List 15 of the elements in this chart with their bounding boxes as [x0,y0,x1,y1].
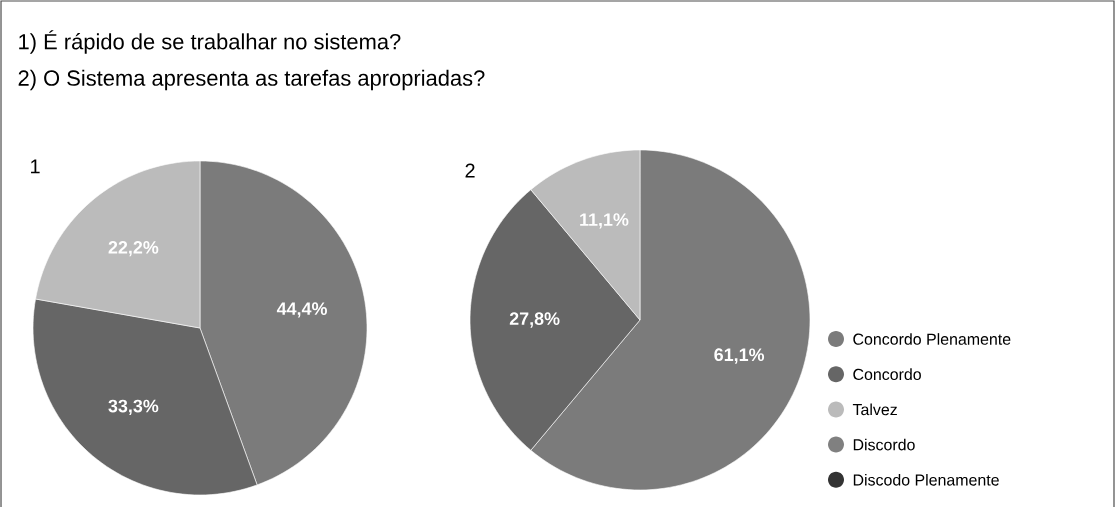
data-label: 44,4% [276,302,327,318]
text: 2) O Sistema apresenta as tarefas apropriadas? [18,69,485,91]
text: 1) É rápido de se trabalhar no sistema? [19,30,401,54]
data-label: 22,2% [108,241,159,257]
legend-label: Discodo Plenamente [853,473,999,486]
text: 2 [465,163,475,178]
legend-label: Discordo [853,438,915,451]
legend-label: Concordo Plenamente [853,333,1011,345]
legend-label: Talvez [852,403,897,416]
data-label: 27,8% [509,312,560,328]
chart-title: 1 [31,159,40,174]
data-label: 11,1% [580,213,629,229]
data-label: 33,3% [108,399,159,415]
legend-label: Concordo [853,368,921,381]
data-label: 61,1% [714,348,765,364]
